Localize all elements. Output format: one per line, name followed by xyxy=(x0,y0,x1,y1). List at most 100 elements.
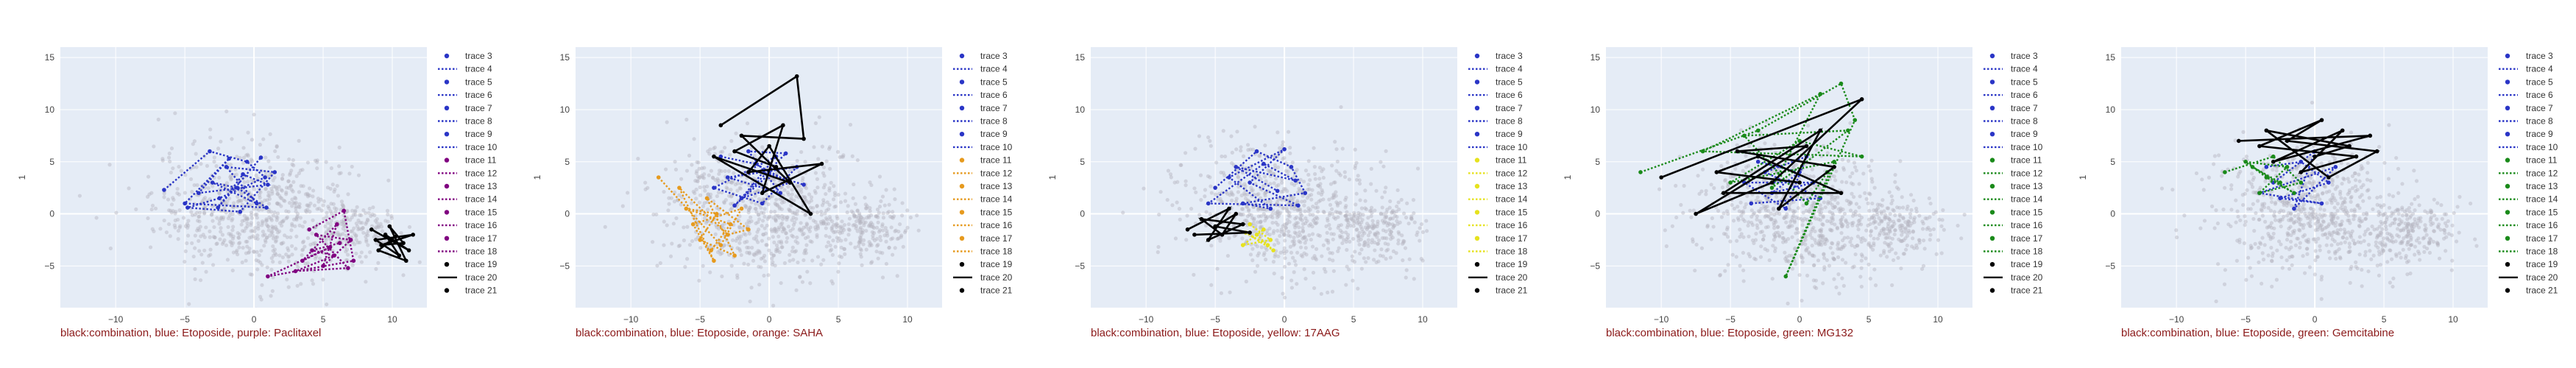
legend-marker xyxy=(444,132,450,137)
background-point xyxy=(852,182,856,187)
background-point xyxy=(2297,208,2302,212)
background-point xyxy=(2375,202,2379,207)
background-point xyxy=(1905,233,1910,238)
background-point xyxy=(1257,153,1262,158)
background-point xyxy=(369,224,375,228)
background-point xyxy=(1390,216,1395,221)
data-point xyxy=(1192,233,1197,237)
background-point xyxy=(1282,155,1287,160)
background-point xyxy=(818,219,824,224)
background-point xyxy=(705,199,710,205)
background-point xyxy=(869,183,874,188)
background-point xyxy=(1906,222,1910,226)
legend-item: trace 13 xyxy=(1989,181,2043,191)
x-tick-label: −5 xyxy=(1725,314,1735,325)
background-point xyxy=(269,230,274,235)
background-point xyxy=(785,191,790,195)
background-point xyxy=(1827,263,1832,268)
background-point xyxy=(281,219,286,223)
background-point xyxy=(1782,216,1786,221)
background-point xyxy=(851,210,855,215)
background-point xyxy=(2416,216,2421,221)
data-point xyxy=(728,222,733,227)
legend-item: trace 14 xyxy=(438,194,498,205)
background-point xyxy=(785,240,789,244)
background-point xyxy=(709,169,713,173)
background-point xyxy=(788,208,792,213)
background-point xyxy=(820,144,824,149)
background-point xyxy=(1822,240,1827,244)
background-point xyxy=(774,218,778,222)
background-point xyxy=(815,185,820,190)
background-point xyxy=(705,184,710,188)
legend-item: trace 15 xyxy=(959,207,1013,217)
background-point xyxy=(2300,205,2305,210)
background-point xyxy=(2468,201,2473,206)
background-point xyxy=(1366,238,1370,242)
background-point xyxy=(374,224,378,230)
background-point xyxy=(1874,208,1879,212)
background-point xyxy=(779,222,783,227)
background-point xyxy=(788,228,793,233)
background-point xyxy=(1858,275,1863,279)
background-point xyxy=(1735,143,1739,147)
background-point xyxy=(239,199,244,203)
background-point xyxy=(245,216,250,222)
background-point xyxy=(221,240,226,244)
background-point xyxy=(1318,198,1323,202)
background-point xyxy=(1309,193,1314,197)
background-point xyxy=(1322,210,1326,215)
background-point xyxy=(356,227,361,232)
background-point xyxy=(1383,216,1387,220)
background-point xyxy=(695,179,699,183)
background-point xyxy=(715,250,721,255)
background-point xyxy=(761,255,765,260)
background-points xyxy=(2159,100,2479,304)
background-point xyxy=(1221,129,1225,133)
background-point xyxy=(1303,246,1308,250)
background-point xyxy=(837,236,841,241)
background-point xyxy=(823,183,827,187)
background-point xyxy=(2253,241,2257,246)
background-point xyxy=(202,248,207,252)
background-point xyxy=(284,185,289,190)
background-point xyxy=(2271,213,2276,218)
background-point xyxy=(1328,182,1334,186)
background-point xyxy=(1767,258,1772,263)
background-point xyxy=(772,229,777,233)
background-point xyxy=(2274,169,2279,173)
background-point xyxy=(2385,237,2390,241)
data-point xyxy=(746,149,751,154)
background-point xyxy=(1819,230,1824,234)
background-point xyxy=(1379,212,1383,216)
background-point xyxy=(2396,208,2400,213)
background-point xyxy=(1220,191,1224,195)
background-point xyxy=(221,217,225,222)
background-point xyxy=(792,198,796,202)
legend-item: trace 4 xyxy=(953,64,1008,74)
background-point xyxy=(269,218,274,222)
legend-label: trace 9 xyxy=(2011,129,2038,139)
background-point xyxy=(797,227,802,233)
background-point xyxy=(819,262,824,266)
background-point xyxy=(1931,211,1936,216)
background-point xyxy=(1289,286,1294,290)
background-point xyxy=(1805,273,1810,277)
background-point xyxy=(2389,233,2393,238)
background-point xyxy=(2303,211,2307,216)
background-point xyxy=(1344,239,1348,244)
background-point xyxy=(2290,263,2294,267)
series-blue xyxy=(162,149,277,214)
background-point xyxy=(185,241,189,246)
background-point xyxy=(884,188,888,192)
background-point xyxy=(1281,249,1286,254)
background-point xyxy=(841,153,846,158)
y-tick-label: 5 xyxy=(1080,157,1085,167)
background-point xyxy=(286,255,291,259)
background-point xyxy=(888,214,893,219)
background-point xyxy=(1351,236,1356,241)
background-point xyxy=(1234,147,1239,152)
background-point xyxy=(1276,213,1281,219)
legend-marker xyxy=(1989,210,1995,215)
